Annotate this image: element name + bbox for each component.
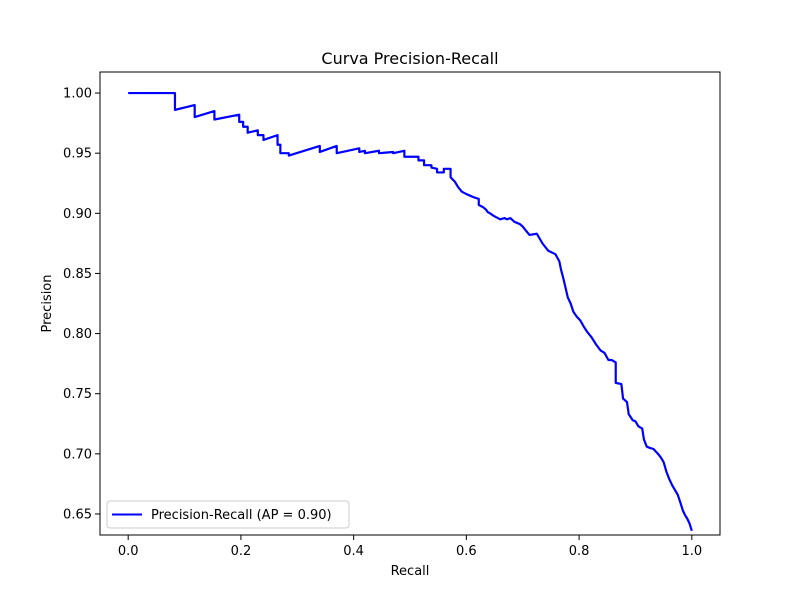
x-tick-label: 0.2 [231, 544, 252, 559]
x-tick-label: 0.8 [569, 544, 590, 559]
y-tick-label: 0.80 [63, 327, 92, 342]
series-group [128, 91, 693, 532]
y-tick-label: 0.95 [63, 147, 92, 162]
plot-frame [99, 71, 721, 536]
chart-title: Curva Precision-Recall [321, 49, 498, 68]
x-axis: 0.0 0.2 0.4 0.6 0.8 1.0 [118, 535, 702, 559]
y-tick-label: 1.00 [63, 87, 92, 102]
legend-box [106, 500, 350, 529]
x-tick-label: 0.6 [456, 544, 477, 559]
y-tick-label: 0.65 [63, 507, 92, 522]
legend-label: Precision-Recall (AP = 0.90) [151, 508, 332, 523]
y-axis-label: Precision [40, 274, 55, 332]
y-tick-label: 0.85 [63, 267, 92, 282]
y-tick-label: 0.75 [63, 387, 92, 402]
x-tick-label: 1.0 [681, 544, 702, 559]
y-tick-label: 0.70 [63, 447, 92, 462]
precision-recall-curve [128, 91, 693, 532]
y-axis: 0.65 0.70 0.75 0.80 0.85 0.90 0.95 1.00 [63, 87, 100, 522]
legend: Precision-Recall (AP = 0.90) [106, 500, 350, 529]
x-tick-label: 0.0 [118, 544, 139, 559]
y-tick-label: 0.90 [63, 207, 92, 222]
x-axis-label: Recall [391, 564, 430, 579]
x-tick-label: 0.4 [343, 544, 364, 559]
